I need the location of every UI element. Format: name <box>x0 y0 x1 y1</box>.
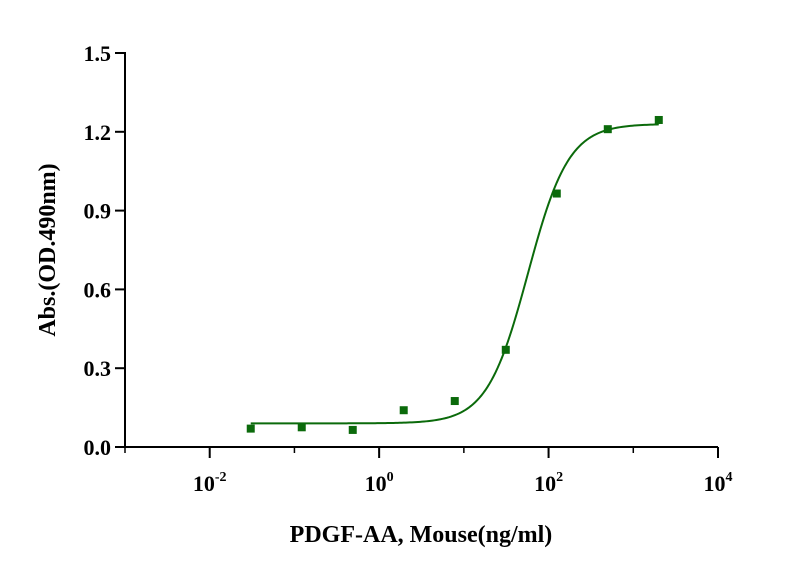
data-point <box>348 425 357 434</box>
y-tick-label: 0.3 <box>84 356 112 381</box>
data-point <box>399 406 408 415</box>
data-point <box>603 125 612 134</box>
axes: 0.0 0.3 0.6 0.9 1.2 1.5 10-2 100 102 104 <box>84 41 733 496</box>
data-point <box>654 115 663 124</box>
data-point <box>297 423 306 432</box>
data-points-layer <box>246 115 663 434</box>
y-tick-label: 0.0 <box>84 435 112 460</box>
data-point <box>501 345 510 354</box>
x-tick-label: 104 <box>704 470 733 496</box>
fit-curve-layer <box>250 123 659 425</box>
y-tick-label: 1.2 <box>84 120 112 145</box>
x-axis-title: PDGF-AA, Mouse(ng/ml) <box>290 522 553 548</box>
x-tick-label: 102 <box>534 470 563 496</box>
data-point <box>552 189 561 198</box>
data-point <box>246 424 255 433</box>
y-axis-title: Abs.(OD.490nm) <box>35 163 61 336</box>
x-tick-label: 100 <box>365 470 394 496</box>
x-tick-label: 10-2 <box>193 470 227 496</box>
data-point <box>450 397 459 406</box>
y-tick-label: 1.5 <box>84 41 112 66</box>
fit-curve <box>250 123 659 425</box>
y-tick-label: 0.6 <box>84 277 112 302</box>
y-tick-label: 0.9 <box>84 199 112 224</box>
